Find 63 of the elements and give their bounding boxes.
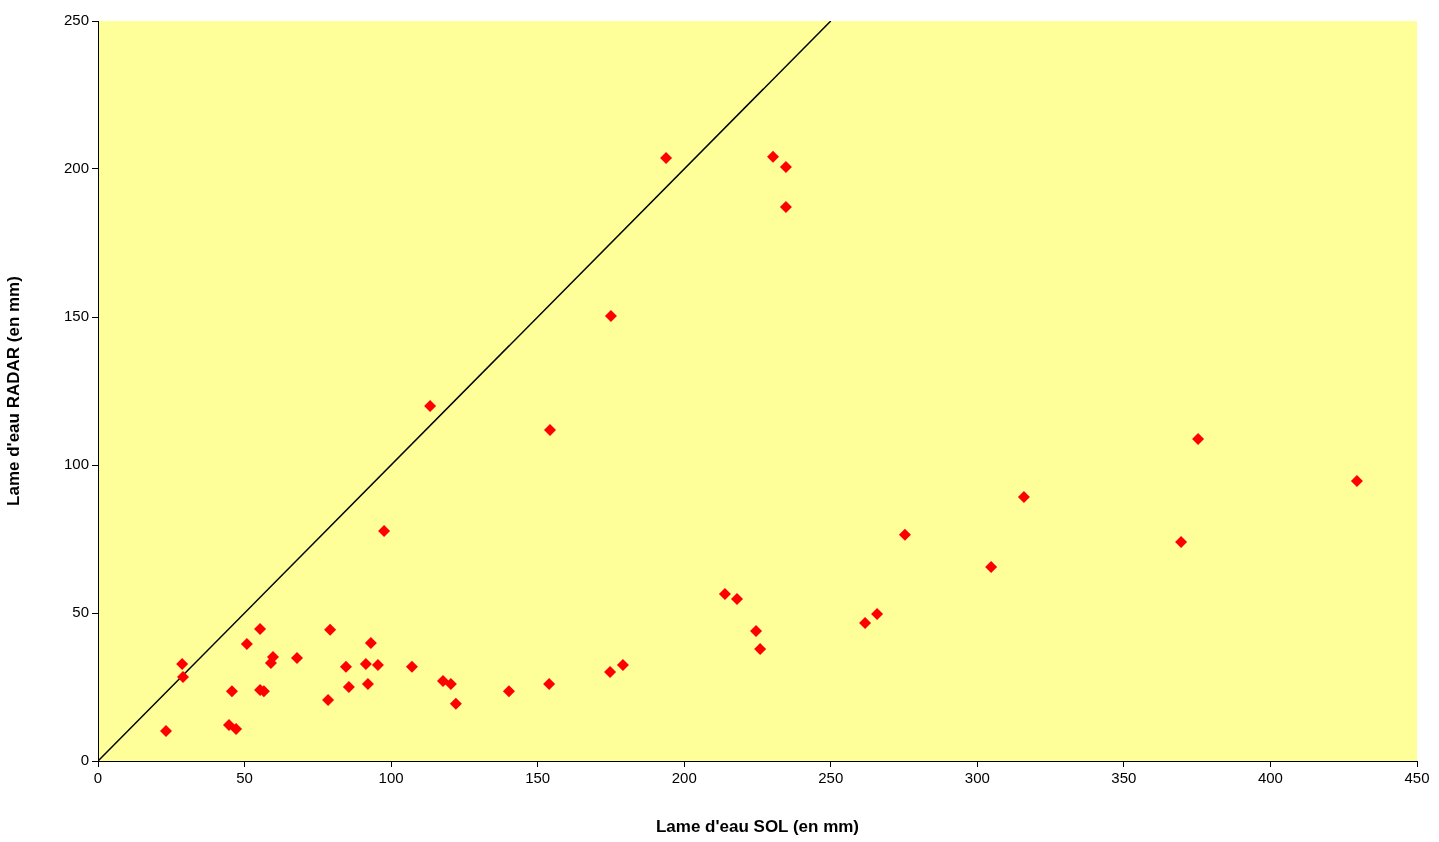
x-tick-label: 150 [525, 769, 551, 787]
y-tick-label: 0 [80, 751, 89, 769]
point [1192, 432, 1205, 445]
y-axis-title: Lame d'eau RADAR (en mm) [3, 276, 23, 506]
point [364, 636, 377, 649]
point [779, 200, 792, 213]
point [436, 675, 449, 688]
point [254, 622, 267, 635]
point [767, 150, 780, 163]
point [324, 623, 337, 636]
y-tick-label: 50 [72, 603, 89, 621]
point [449, 697, 462, 710]
point [359, 657, 372, 670]
point [730, 593, 743, 606]
point [898, 528, 911, 541]
point [871, 607, 884, 620]
point [660, 152, 673, 165]
point [223, 718, 236, 731]
point [291, 651, 304, 664]
point [339, 660, 352, 673]
point [1175, 535, 1188, 548]
point [177, 670, 189, 683]
x-axis-title: Lame d'eau SOL (en mm) [655, 817, 860, 837]
point [616, 659, 629, 672]
x-tick-label: 200 [671, 769, 697, 787]
point [225, 685, 238, 698]
y-tick-label: 250 [63, 11, 89, 29]
point [859, 617, 872, 630]
point [543, 424, 556, 437]
x-tick-label: 50 [236, 769, 253, 787]
point [444, 678, 457, 691]
point [176, 657, 189, 670]
point [543, 678, 556, 691]
point [750, 625, 763, 638]
point [985, 561, 998, 574]
point [424, 400, 437, 413]
point [1017, 490, 1030, 503]
x-tick-label: 0 [93, 769, 103, 787]
point [502, 685, 515, 698]
point [230, 723, 243, 736]
point [1350, 474, 1363, 487]
point [322, 694, 335, 707]
point [604, 310, 617, 323]
x-tick-label: 400 [1257, 769, 1283, 787]
y-tick-label: 100 [63, 455, 89, 473]
x-tick-label: 100 [378, 769, 404, 787]
point [604, 665, 617, 678]
point [361, 678, 374, 691]
x-tick-label: 300 [964, 769, 990, 787]
point [779, 160, 792, 173]
y-tick-label: 150 [63, 307, 89, 325]
x-tick-label: 350 [1111, 769, 1137, 787]
point [754, 643, 767, 656]
point [378, 525, 391, 538]
point [405, 660, 418, 673]
point [342, 681, 355, 693]
x-tick-label: 250 [818, 769, 844, 787]
x-tick-label: 450 [1404, 769, 1430, 787]
point [718, 588, 731, 601]
point [160, 725, 172, 738]
y-tick-label: 200 [63, 159, 89, 177]
point [371, 659, 384, 672]
point [240, 638, 253, 651]
